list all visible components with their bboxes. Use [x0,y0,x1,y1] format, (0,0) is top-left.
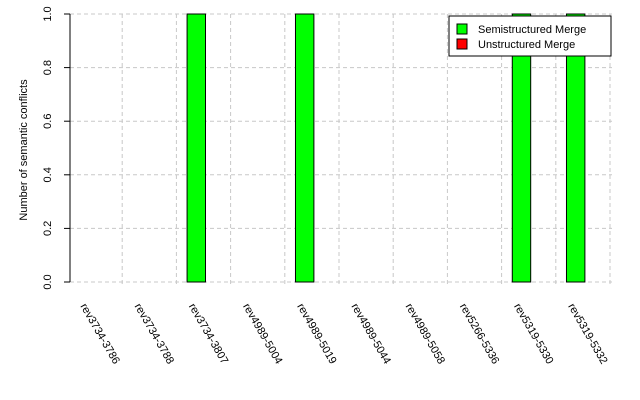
legend: Semistructured Merge Unstructured Merge [448,15,612,57]
x-axis-labels: rev3734-3786 rev3734-3788 rev3734-3807 rev4… [78,302,610,367]
legend-box [448,15,612,57]
y-tick-label: 0.2 [42,221,54,236]
y-axis-title: Number of semantic conflicts [18,79,30,221]
y-tick-label: 0.8 [42,60,54,75]
y-axis: 0.0 0.2 0.4 0.6 0.8 1.0 [42,6,71,290]
legend-label: Semistructured Merge [478,24,586,36]
x-tick-label: rev5319-5330 [511,302,555,367]
legend-swatch [456,23,468,35]
bar-semistructured [511,13,532,283]
bars [186,13,586,283]
x-tick-label: rev5319-5332 [565,302,609,367]
x-tick-label: rev4989-5004 [240,302,284,367]
x-tick-label: rev4989-5044 [349,302,393,367]
x-tick-label: rev4989-5058 [403,302,447,367]
x-tick-label: rev5266-5336 [457,302,501,367]
legend-swatch [456,38,468,50]
bar-semistructured [186,13,207,283]
legend-label: Unstructured Merge [478,39,575,51]
y-tick-label: 0.4 [42,167,54,182]
x-tick-label: rev4989-5019 [294,302,338,367]
bar-semistructured [565,13,586,283]
x-tick-label: rev3734-3807 [186,302,230,367]
y-tick-label: 1.0 [42,6,54,21]
x-tick-label: rev3734-3786 [78,302,122,367]
x-tick-label: rev3734-3788 [132,302,176,367]
bar-semistructured [294,13,315,283]
y-tick-label: 0.6 [42,114,54,129]
y-tick-label: 0.0 [42,274,54,289]
